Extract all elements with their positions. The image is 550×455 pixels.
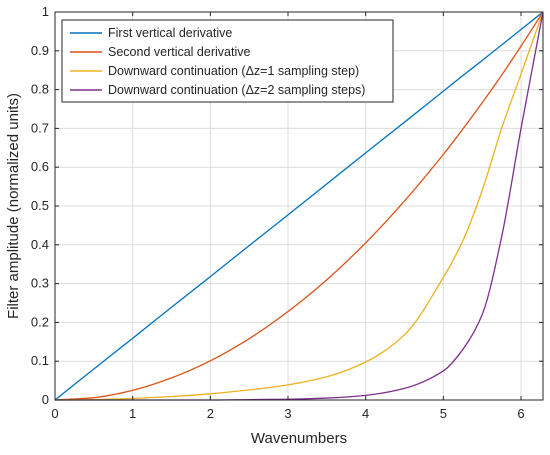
y-tick-label: 0.4 (31, 237, 49, 252)
y-tick-label: 0.8 (31, 82, 49, 97)
y-tick-label: 0.6 (31, 159, 49, 174)
y-tick-label: 0.1 (31, 353, 49, 368)
series-line-1 (54, 11, 544, 401)
legend-label-1: First vertical derivative (108, 26, 232, 40)
y-tick-label: 0.5 (31, 198, 49, 213)
x-tick-label: 5 (440, 406, 447, 421)
legend-label-4: Downward continuation (Δz=2 sampling ste… (108, 83, 365, 97)
legend-label-2: Second vertical derivative (108, 45, 250, 59)
y-tick-label: 0 (42, 392, 49, 407)
series-line-2 (54, 11, 544, 401)
y-tick-label: 1 (42, 4, 49, 19)
y-axis-label: Filter amplitude (normalized units) (5, 93, 22, 319)
y-tick-label: 0.7 (31, 120, 49, 135)
y-tick-label: 0.9 (31, 43, 49, 58)
x-tick-label: 6 (517, 406, 524, 421)
x-axis-label: Wavenumbers (251, 430, 347, 447)
series-line-3 (54, 11, 544, 401)
x-tick-label: 1 (129, 406, 136, 421)
y-tick-label: 0.2 (31, 314, 49, 329)
legend-label-3: Downward continuation (Δz=1 sampling ste… (108, 64, 359, 78)
legend: First vertical derivative Second vertical… (61, 19, 394, 103)
y-tick-label: 0.3 (31, 276, 49, 291)
legend-box (61, 19, 394, 103)
x-tick-label: 2 (207, 406, 214, 421)
x-tick-label: 0 (51, 406, 58, 421)
x-tick-label: 3 (284, 406, 291, 421)
axis-ticks: 0 1 2 3 4 5 6 0 0.1 0.2 0.3 0.4 0.5 0.6 0.7 0.8 0.9 1 (31, 4, 543, 421)
x-tick-label: 4 (362, 406, 369, 421)
